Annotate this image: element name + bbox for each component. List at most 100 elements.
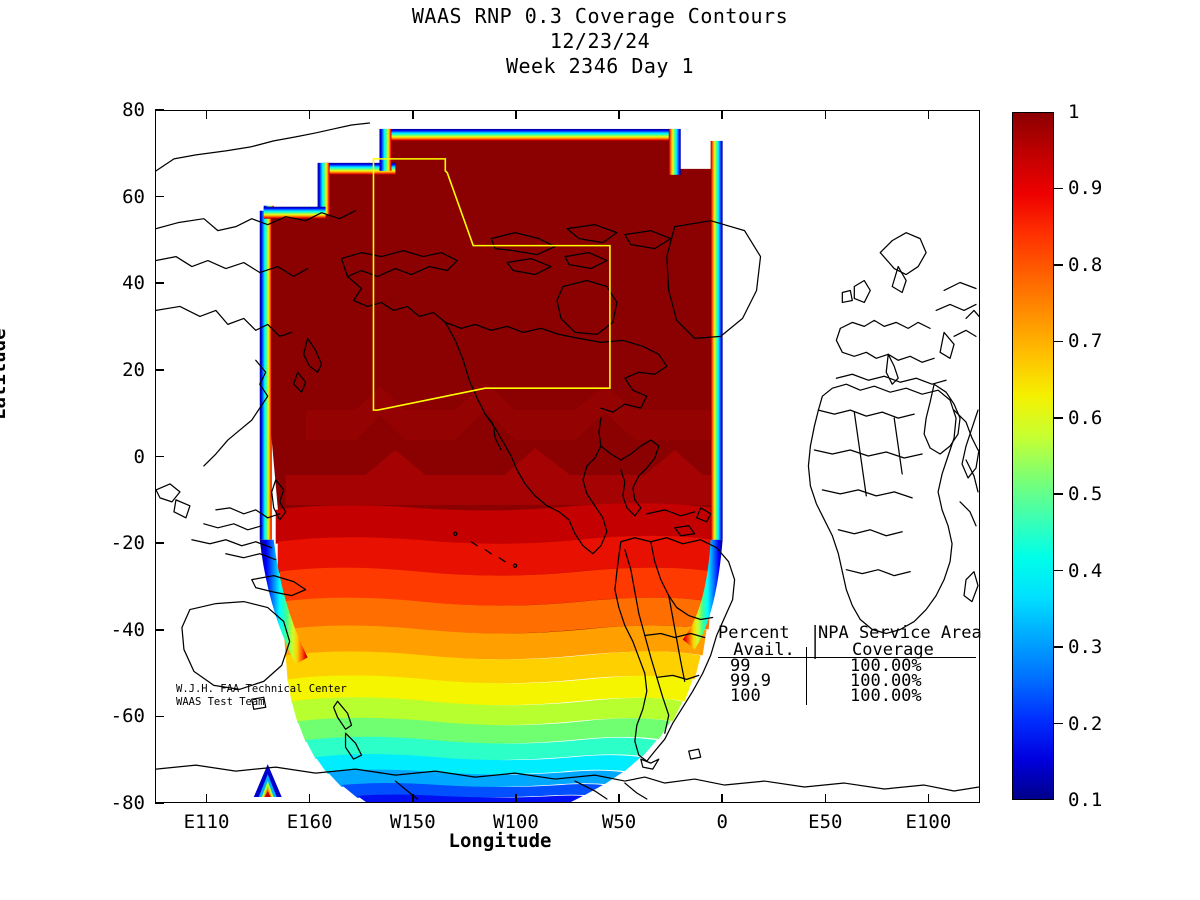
x-tick-6 xyxy=(824,794,827,803)
title-line-3: Week 2346 Day 1 xyxy=(505,54,695,78)
service-table-row: 99.9 100.00% xyxy=(718,671,982,691)
service-table-subheader-row: Avail. | Coverage xyxy=(718,642,982,659)
service-table-subdivider: | xyxy=(810,640,821,660)
watermark-line-1: W.J.H. FAA Technical Center xyxy=(176,683,347,695)
colorbar-label-2: 0.8 xyxy=(1068,253,1103,276)
x-tick-label-5: 0 xyxy=(716,811,728,833)
x-tick-top-1 xyxy=(308,110,311,119)
x-tick-label-1: E160 xyxy=(286,811,333,833)
x-tick-top-2 xyxy=(412,110,414,119)
y-tick-label-8: -80 xyxy=(110,792,145,814)
colorbar-label-9: 0.1 xyxy=(1068,789,1103,811)
x-tick-label-2: W150 xyxy=(389,811,436,833)
colorbar-tick-2 xyxy=(1054,264,1063,266)
title-line-1: WAAS RNP 0.3 Coverage Contours xyxy=(411,4,789,28)
service-coverage-value: 100.00% xyxy=(850,686,922,706)
y-tick-label-7: -60 xyxy=(110,705,145,728)
y-tick-label-6: -40 xyxy=(110,618,145,641)
y-tick-2 xyxy=(155,282,164,285)
x-axis-title: Longitude xyxy=(448,830,552,852)
colorbar-tick-8 xyxy=(1054,722,1063,725)
y-tick-label-3: 20 xyxy=(122,358,145,381)
service-row-divider xyxy=(812,688,824,703)
service-table-subheader-left: Avail. xyxy=(733,640,795,660)
y-tick-label-0: 80 xyxy=(122,99,145,121)
colorbar-label-7: 0.3 xyxy=(1068,636,1103,659)
y-tick-label-4: 0 xyxy=(133,445,145,468)
southern-gradient-bands xyxy=(275,503,713,802)
service-percent-avail: 99.9 xyxy=(730,671,771,691)
x-tick-2 xyxy=(412,794,414,803)
service-table-header-row: Percent | NPA Service Area xyxy=(718,625,982,642)
x-tick-top-6 xyxy=(824,110,827,119)
y-tick-4 xyxy=(155,455,164,458)
x-tick-0 xyxy=(205,794,208,803)
x-tick-label-4: W50 xyxy=(601,811,637,833)
colorbar-label-4: 0.6 xyxy=(1068,406,1103,429)
y-tick-1 xyxy=(155,195,164,198)
title-line-2: 12/23/24 xyxy=(549,29,651,53)
x-tick-label-7: E100 xyxy=(905,811,952,833)
service-table-row: 100 100.00% xyxy=(718,686,982,706)
coverage-contour-field xyxy=(253,128,723,802)
x-tick-top-7 xyxy=(927,110,930,119)
y-tick-0 xyxy=(155,109,164,111)
south-pole-coverage-spike xyxy=(253,764,282,798)
x-tick-4 xyxy=(618,794,620,803)
colorbar-gradient xyxy=(1012,112,1054,800)
x-tick-1 xyxy=(308,794,311,803)
colorbar-legend xyxy=(1012,112,1054,800)
watermark-credit: W.J.H. FAA Technical Center WAAS Test Te… xyxy=(176,683,347,709)
colorbar-tick-1 xyxy=(1054,187,1063,190)
colorbar-tick-7 xyxy=(1054,646,1063,648)
x-tick-top-3 xyxy=(515,110,517,119)
service-table-row: 99 100.00% xyxy=(718,656,982,676)
y-tick-5 xyxy=(155,542,164,544)
service-coverage-value: 100.00% xyxy=(850,656,922,676)
colorbar-tick-4 xyxy=(1054,416,1063,419)
x-tick-top-4 xyxy=(618,110,620,119)
colorbar-label-0: 1 xyxy=(1068,101,1080,123)
x-tick-3 xyxy=(515,794,517,803)
y-tick-label-2: 40 xyxy=(122,272,145,295)
service-percent-avail: 100 xyxy=(730,686,761,706)
colorbar-label-1: 0.9 xyxy=(1068,177,1103,200)
colorbar-label-3: 0.7 xyxy=(1068,330,1103,353)
x-tick-5 xyxy=(721,794,723,803)
service-row-divider xyxy=(812,673,824,688)
y-axis-title: Latitude xyxy=(0,328,10,420)
y-tick-7 xyxy=(155,715,164,718)
y-tick-label-5: -20 xyxy=(110,532,145,555)
x-tick-label-3: W100 xyxy=(493,811,539,833)
service-table-divider: | xyxy=(810,623,821,643)
service-coverage-value: 100.00% xyxy=(850,671,922,691)
service-row-divider xyxy=(812,658,824,673)
x-tick-top-0 xyxy=(205,110,208,119)
watermark-line-2: WAAS Test Team xyxy=(176,696,265,708)
y-tick-6 xyxy=(155,628,164,631)
service-table-vertical-rule xyxy=(806,647,808,705)
colorbar-tick-6 xyxy=(1054,569,1063,572)
service-table-rule xyxy=(718,657,976,658)
service-table-header-right: NPA Service Area xyxy=(818,623,982,643)
colorbar-tick-5 xyxy=(1054,493,1063,496)
x-tick-label-0: E110 xyxy=(183,811,230,833)
colorbar-label-6: 0.4 xyxy=(1068,559,1103,582)
x-tick-label-6: E50 xyxy=(808,811,843,833)
colorbar-label-5: 0.5 xyxy=(1068,483,1103,506)
npa-service-area-polygon xyxy=(372,158,611,411)
service-table-body: 99 100.00% 99.9 100.00% 100 100.00% xyxy=(718,656,982,706)
x-tick-7 xyxy=(927,794,930,803)
service-table-subheader-right: Coverage xyxy=(852,640,934,660)
npa-service-area-table: Percent | NPA Service Area Avail. | Cove… xyxy=(718,625,982,706)
world-coastline-overlay xyxy=(156,122,979,800)
chart-title-block: WAAS RNP 0.3 Coverage Contours 12/23/24 … xyxy=(0,4,1200,79)
x-tick-top-5 xyxy=(721,110,723,119)
colorbar-label-8: 0.2 xyxy=(1068,712,1103,735)
service-percent-avail: 99 xyxy=(730,656,751,676)
contour-bands xyxy=(259,128,723,802)
map-plot-area xyxy=(155,110,980,803)
y-tick-3 xyxy=(155,369,164,371)
service-table-header-left: Percent xyxy=(718,623,790,643)
y-tick-label-1: 60 xyxy=(122,185,145,208)
